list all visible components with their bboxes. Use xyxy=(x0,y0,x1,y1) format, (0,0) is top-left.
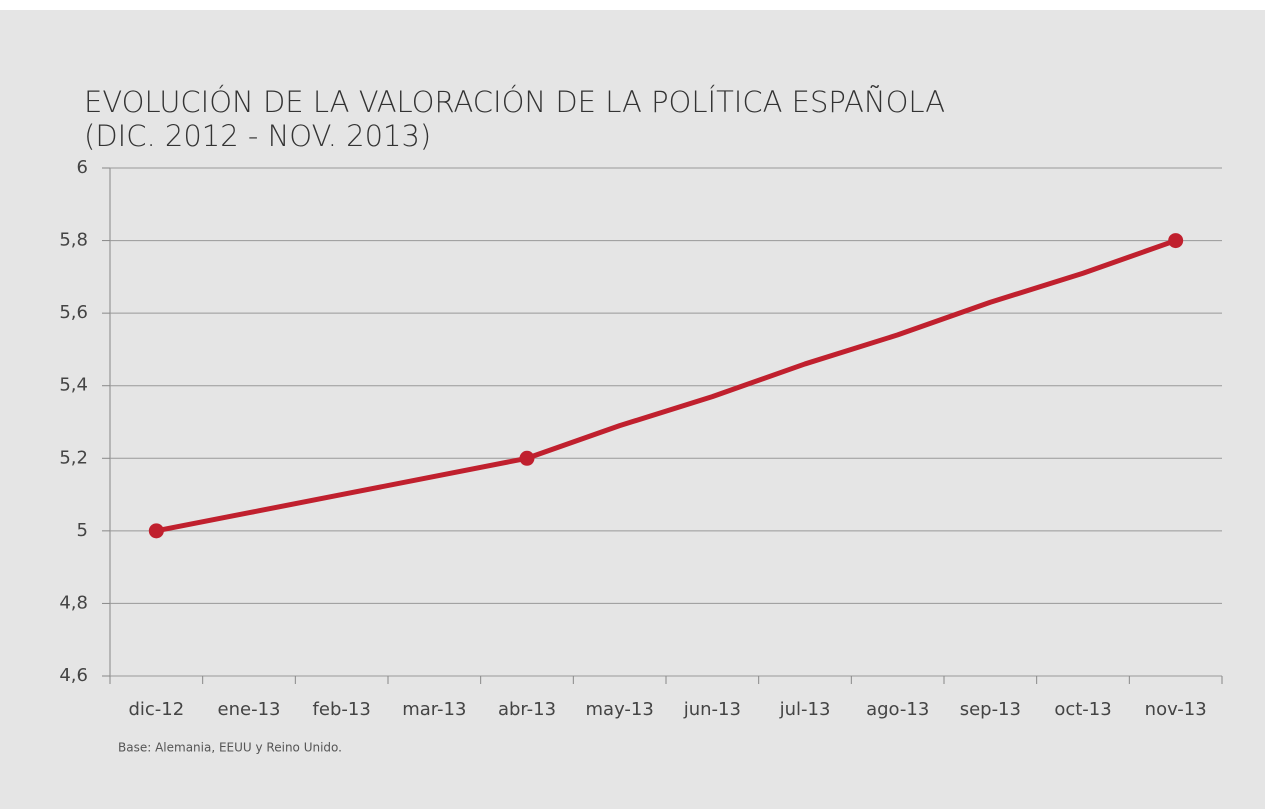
x-tick-label: mar-13 xyxy=(402,699,466,720)
y-tick-label: 5,6 xyxy=(59,302,88,323)
y-tick-label: 5,4 xyxy=(59,375,88,396)
x-tick-label: ago-13 xyxy=(866,699,929,720)
x-tick-label: sep-13 xyxy=(960,699,1021,720)
x-tick-label: feb-13 xyxy=(313,699,371,720)
y-tick-label: 6 xyxy=(77,157,88,178)
x-tick-label: abr-13 xyxy=(498,699,556,720)
source-note: Base: Alemania, EEUU y Reino Unido. xyxy=(118,741,342,755)
marker xyxy=(1168,233,1184,249)
y-tick-label: 5,2 xyxy=(59,447,88,468)
x-tick-label: ene-13 xyxy=(218,699,281,720)
x-tick-label: jun-13 xyxy=(683,699,741,720)
y-tick-label: 5 xyxy=(77,520,88,541)
x-tick-label: oct-13 xyxy=(1054,699,1111,720)
x-tick-label: nov-13 xyxy=(1145,699,1207,720)
x-tick-label: may-13 xyxy=(586,699,654,720)
y-tick-label: 4,6 xyxy=(59,665,88,686)
marker xyxy=(519,450,535,466)
x-tick-label: jul-13 xyxy=(779,699,831,720)
line xyxy=(155,238,1177,534)
marker xyxy=(148,523,164,539)
x-tick-label: dic-12 xyxy=(128,699,184,720)
y-tick-label: 4,8 xyxy=(59,592,88,613)
chart-title: EVOLUCIÓN DE LA VALORACIÓN DE LA POLÍTIC… xyxy=(84,85,945,119)
y-tick-label: 5,8 xyxy=(59,230,88,251)
chart-subtitle: (DIC. 2012 - NOV. 2013) xyxy=(84,119,431,153)
